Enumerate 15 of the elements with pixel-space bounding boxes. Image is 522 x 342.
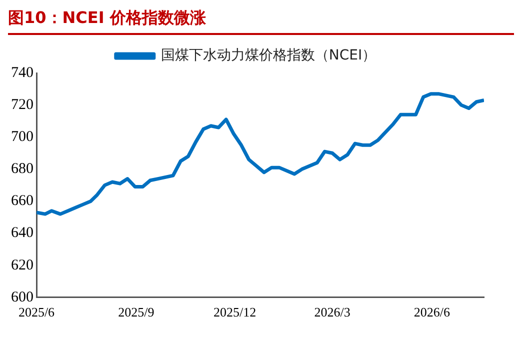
x-tick-label: 2026/3 — [314, 304, 350, 320]
y-tick-label: 700 — [11, 129, 34, 146]
y-tick-label: 680 — [11, 161, 34, 178]
x-tick-label: 2025/12 — [213, 304, 256, 320]
x-tick-label: 2026/6 — [414, 304, 451, 320]
y-tick-label: 720 — [11, 96, 34, 113]
y-tick-label: 740 — [11, 64, 34, 81]
x-tick-label: 2025/6 — [18, 304, 56, 320]
y-tick-label: 660 — [11, 193, 34, 210]
legend-label: 国煤下水动力煤价格指数（NCEI） — [160, 48, 376, 64]
y-tick-label: 640 — [11, 225, 34, 242]
y-tick-label: 600 — [11, 289, 34, 306]
chart-title: 图10：NCEI 价格指数微涨 — [8, 8, 514, 35]
x-tick-label: 2025/9 — [118, 304, 154, 320]
y-tick-label: 620 — [11, 257, 34, 274]
